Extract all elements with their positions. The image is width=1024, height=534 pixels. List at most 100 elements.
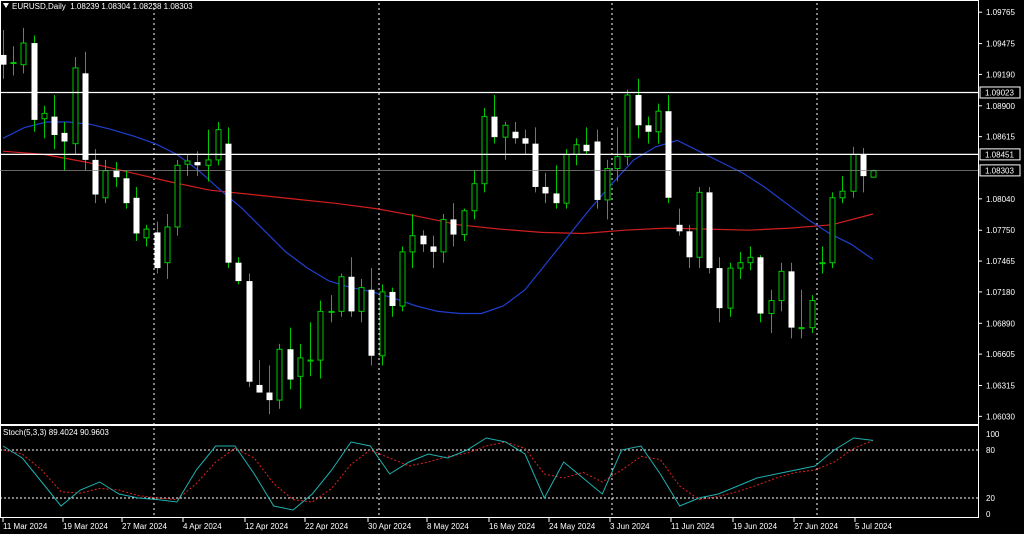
candle-body-bear bbox=[31, 43, 38, 120]
candle-body-bull bbox=[317, 310, 324, 361]
price-tick-label: 1.06890 bbox=[986, 319, 1015, 328]
candle-body-bull bbox=[164, 226, 171, 264]
candles bbox=[0, 27, 877, 415]
candle-body-bear bbox=[512, 131, 519, 139]
candle-body-bull bbox=[696, 191, 703, 258]
candle-body-bear bbox=[860, 154, 867, 177]
price-tick-label: 1.08040 bbox=[986, 195, 1015, 204]
candle-body-bull bbox=[768, 300, 775, 315]
time-tick-label: 11 Mar 2024 bbox=[3, 522, 48, 531]
candle-body-bear bbox=[61, 132, 68, 142]
candle-body-bull bbox=[20, 42, 27, 66]
candle-body-bull bbox=[819, 262, 826, 265]
candle-body-bear bbox=[113, 170, 120, 178]
candle-body-bear bbox=[368, 289, 375, 356]
price-tick-label: 1.06315 bbox=[986, 382, 1015, 391]
candle-body-bear bbox=[757, 257, 764, 314]
candle-body-bear bbox=[0, 54, 7, 65]
candle-body-bull bbox=[563, 153, 570, 204]
time-tick-label: 22 Apr 2024 bbox=[305, 522, 349, 531]
candle-body-bear bbox=[686, 231, 693, 258]
candle-body-bull bbox=[502, 124, 509, 138]
symbol-label: EURUSD,Daily bbox=[12, 2, 66, 11]
time-tick-label: 19 Mar 2024 bbox=[63, 522, 108, 531]
candle-body-bear bbox=[583, 144, 590, 152]
candle-body-bear bbox=[706, 192, 713, 269]
candle-body-bear bbox=[266, 392, 273, 401]
time-tick-label: 4 Apr 2024 bbox=[183, 522, 222, 531]
time-axis: 11 Mar 2024 19 Mar 2024 27 Mar 2024 4 Apr 2… bbox=[2, 518, 892, 531]
time-tick-label: 12 Apr 2024 bbox=[245, 522, 289, 531]
candle-body-bull bbox=[41, 112, 48, 120]
stoch-level-label: 0 bbox=[986, 510, 991, 519]
candle-body-bull bbox=[573, 144, 580, 155]
candle-body-bull bbox=[870, 170, 877, 178]
grid bbox=[0, 0, 979, 518]
price-tick-label: 1.08900 bbox=[986, 102, 1015, 111]
price-axis: 1.09765 1.09475 1.09190 1.08900 1.08615 1.080… bbox=[978, 8, 1015, 421]
candle-body-bull bbox=[778, 270, 785, 302]
candle-body-bull bbox=[614, 156, 621, 170]
stoch-label: Stoch(5,3,3) 89.4024 90.9603 bbox=[3, 428, 109, 437]
dropdown-arrow-icon[interactable] bbox=[3, 3, 9, 8]
time-tick-label: 19 Jun 2024 bbox=[733, 522, 778, 531]
candle-body-bear bbox=[225, 143, 232, 263]
candle-body-bull bbox=[143, 228, 150, 239]
time-tick-label: 30 Apr 2024 bbox=[368, 522, 412, 531]
time-tick-label: 11 Jun 2024 bbox=[671, 522, 715, 531]
candle-body-bull bbox=[297, 357, 304, 377]
time-tick-label: 27 Mar 2024 bbox=[122, 522, 167, 531]
candle-body-bear bbox=[430, 246, 437, 252]
candle-body-bull bbox=[399, 251, 406, 307]
candle-body-bear bbox=[716, 268, 723, 309]
candle-body-bull bbox=[624, 94, 631, 158]
candle-body-bear bbox=[522, 138, 529, 144]
candle-body-bull bbox=[72, 67, 79, 145]
price-tick-label: 1.09765 bbox=[986, 8, 1015, 17]
marker-box bbox=[979, 164, 1021, 177]
candle-body-bull bbox=[10, 62, 17, 65]
stochastic-panel: 100 80 20 0 bbox=[0, 430, 1000, 519]
stoch-level-label: 100 bbox=[986, 430, 1000, 439]
candle-body-bull bbox=[205, 159, 212, 166]
marker-box bbox=[979, 86, 1021, 99]
stoch-level-label: 80 bbox=[986, 446, 995, 455]
stoch-panel-frame bbox=[0, 425, 979, 518]
candle-body-bull bbox=[839, 190, 846, 199]
candle-body-bull bbox=[409, 235, 416, 253]
candle-body-bull bbox=[727, 267, 734, 309]
price-tick-label: 1.07465 bbox=[986, 257, 1015, 266]
candle-body-bull bbox=[379, 291, 386, 357]
candle-body-bull bbox=[747, 256, 754, 264]
candle-body-bear bbox=[256, 384, 263, 393]
candle-body-bear bbox=[92, 159, 99, 195]
candle-body-bull bbox=[328, 310, 335, 313]
candle-body-bear bbox=[788, 271, 795, 328]
chart-header: EURUSD,Daily 1.08239 1.08304 1.08238 1.0… bbox=[3, 2, 193, 11]
price-markers: 1.09023 1.08451 1.08303 bbox=[0, 86, 1021, 177]
candle-body-bull bbox=[102, 170, 109, 199]
ohlc-values: 1.08239 1.08304 1.08238 1.08303 bbox=[70, 2, 193, 11]
main-panel-frame bbox=[0, 0, 979, 425]
candle-body-bear bbox=[635, 94, 642, 126]
candle-body-bear bbox=[246, 281, 253, 382]
marker-label: 1.08451 bbox=[985, 150, 1014, 159]
time-tick-label: 3 Jun 2024 bbox=[610, 522, 650, 531]
price-tick-label: 1.08615 bbox=[986, 133, 1015, 142]
price-tick-label: 1.07750 bbox=[986, 226, 1015, 235]
marker-label: 1.09023 bbox=[985, 88, 1014, 97]
candle-body-bear bbox=[420, 235, 427, 245]
candle-body-bull bbox=[737, 262, 744, 269]
candle-body-bull bbox=[471, 183, 478, 212]
candle-body-bull bbox=[829, 197, 836, 264]
candle-body-bull bbox=[850, 153, 857, 192]
time-tick-label: 8 May 2024 bbox=[427, 522, 469, 531]
price-tick-label: 1.06030 bbox=[986, 412, 1015, 421]
stoch-main-line bbox=[2, 437, 874, 511]
candle-body-bear bbox=[194, 162, 201, 166]
candle-body-bear bbox=[133, 197, 140, 234]
price-tick-label: 1.07180 bbox=[986, 288, 1015, 297]
marker-label: 1.08303 bbox=[985, 166, 1014, 175]
candle-body-bull bbox=[276, 348, 283, 401]
